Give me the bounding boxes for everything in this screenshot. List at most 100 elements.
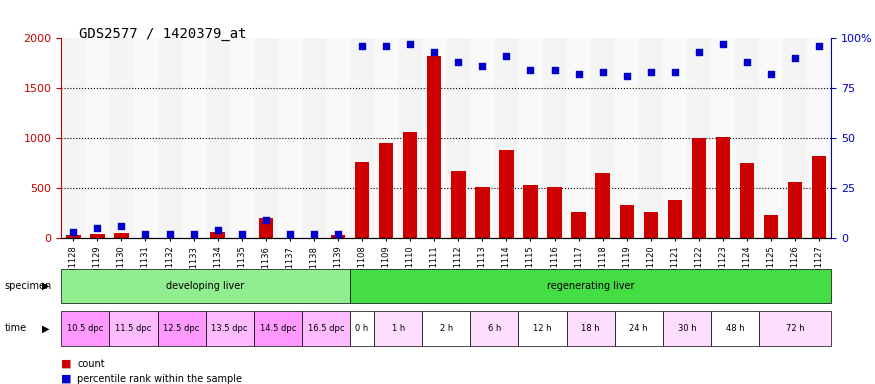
Bar bbox=[644, 212, 658, 238]
Bar bbox=[812, 156, 827, 238]
Text: 1 h: 1 h bbox=[391, 324, 405, 333]
Bar bbox=[591, 38, 615, 238]
Bar bbox=[542, 38, 567, 238]
Bar bbox=[326, 38, 350, 238]
Text: time: time bbox=[4, 323, 26, 333]
Point bbox=[475, 63, 489, 70]
Bar bbox=[687, 38, 711, 238]
Bar bbox=[158, 38, 182, 238]
Bar bbox=[427, 56, 442, 238]
Bar bbox=[716, 137, 731, 238]
Text: ▶: ▶ bbox=[42, 281, 50, 291]
Point bbox=[234, 231, 248, 237]
Text: count: count bbox=[77, 359, 105, 369]
Point bbox=[571, 71, 585, 78]
Bar bbox=[692, 138, 706, 238]
Bar bbox=[500, 150, 514, 238]
Point bbox=[259, 217, 273, 223]
Bar bbox=[230, 38, 254, 238]
Bar bbox=[403, 132, 417, 238]
Point bbox=[283, 231, 297, 237]
Point bbox=[788, 55, 802, 61]
Point bbox=[211, 227, 225, 233]
Point bbox=[163, 231, 177, 237]
Text: 13.5 dpc: 13.5 dpc bbox=[212, 324, 248, 333]
Bar bbox=[668, 200, 682, 238]
Bar bbox=[90, 234, 105, 238]
Text: 18 h: 18 h bbox=[581, 324, 600, 333]
Text: 11.5 dpc: 11.5 dpc bbox=[116, 324, 151, 333]
Bar bbox=[134, 38, 158, 238]
Point bbox=[596, 69, 610, 75]
Bar bbox=[331, 235, 345, 238]
Bar bbox=[808, 38, 831, 238]
Point bbox=[403, 41, 417, 48]
Bar bbox=[211, 232, 225, 238]
Bar bbox=[374, 38, 398, 238]
Bar bbox=[350, 38, 374, 238]
Bar bbox=[254, 38, 278, 238]
Point bbox=[620, 73, 634, 79]
Point bbox=[115, 223, 129, 229]
Text: 12.5 dpc: 12.5 dpc bbox=[164, 324, 200, 333]
Text: 72 h: 72 h bbox=[786, 324, 804, 333]
Bar bbox=[711, 38, 735, 238]
Point bbox=[764, 71, 778, 78]
Point bbox=[307, 231, 321, 237]
Text: percentile rank within the sample: percentile rank within the sample bbox=[77, 374, 242, 384]
Bar bbox=[615, 38, 639, 238]
Point bbox=[355, 43, 369, 50]
Point bbox=[452, 59, 466, 65]
Point bbox=[427, 49, 441, 55]
Bar bbox=[788, 182, 802, 238]
Text: 16.5 dpc: 16.5 dpc bbox=[308, 324, 344, 333]
Point bbox=[644, 69, 658, 75]
Bar bbox=[523, 185, 538, 238]
Point bbox=[90, 225, 104, 231]
Text: regenerating liver: regenerating liver bbox=[547, 281, 634, 291]
Bar bbox=[471, 38, 494, 238]
Point bbox=[331, 231, 345, 237]
Bar bbox=[446, 38, 471, 238]
Point bbox=[668, 69, 682, 75]
Point bbox=[548, 67, 562, 73]
Bar bbox=[86, 38, 109, 238]
Point bbox=[740, 59, 754, 65]
Bar bbox=[764, 215, 779, 238]
Text: 24 h: 24 h bbox=[629, 324, 648, 333]
Bar bbox=[206, 38, 230, 238]
Point bbox=[186, 231, 200, 237]
Bar bbox=[398, 38, 423, 238]
Bar bbox=[494, 38, 519, 238]
Bar bbox=[109, 38, 134, 238]
Bar bbox=[423, 38, 446, 238]
Text: ■: ■ bbox=[61, 374, 72, 384]
Bar bbox=[571, 212, 586, 238]
Bar bbox=[519, 38, 542, 238]
Bar bbox=[379, 143, 394, 238]
Bar bbox=[302, 38, 326, 238]
Point bbox=[138, 231, 152, 237]
Bar bbox=[620, 205, 634, 238]
Text: 6 h: 6 h bbox=[487, 324, 501, 333]
Point bbox=[500, 53, 514, 60]
Bar bbox=[783, 38, 808, 238]
Bar bbox=[475, 187, 490, 238]
Bar bbox=[735, 38, 760, 238]
Point bbox=[692, 49, 706, 55]
Bar bbox=[663, 38, 687, 238]
Bar bbox=[740, 163, 754, 238]
Bar bbox=[115, 233, 129, 238]
Bar bbox=[182, 38, 206, 238]
Point bbox=[66, 229, 80, 235]
Text: 0 h: 0 h bbox=[355, 324, 368, 333]
Text: 2 h: 2 h bbox=[439, 324, 453, 333]
Text: 14.5 dpc: 14.5 dpc bbox=[260, 324, 296, 333]
Bar bbox=[66, 235, 80, 238]
Bar bbox=[259, 218, 273, 238]
Text: GDS2577 / 1420379_at: GDS2577 / 1420379_at bbox=[79, 27, 246, 41]
Bar bbox=[278, 38, 302, 238]
Text: developing liver: developing liver bbox=[166, 281, 245, 291]
Text: ▶: ▶ bbox=[42, 323, 50, 333]
Bar bbox=[760, 38, 783, 238]
